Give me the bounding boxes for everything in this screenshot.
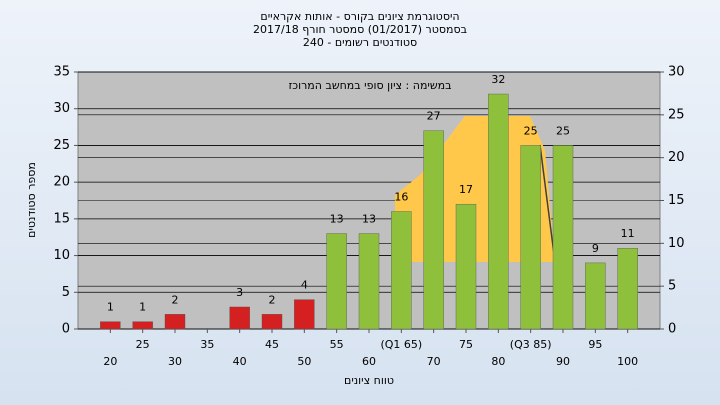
- value-label: 17: [459, 183, 473, 196]
- shape-edge: [539, 144, 556, 263]
- y2-tick-label: 15: [668, 193, 685, 208]
- y2-tick-label: 25: [668, 107, 685, 122]
- value-label: 25: [524, 124, 538, 137]
- value-label: 11: [621, 227, 635, 240]
- bar: [132, 321, 153, 330]
- x-tick-label: (Q1 65): [380, 338, 422, 351]
- x-tick-label: (Q3 85): [510, 338, 552, 351]
- x-tick-label: 20: [103, 355, 117, 368]
- y-tick-label: 20: [53, 175, 70, 190]
- chart-title: היסטוגרמת ציונים בקורס - אותות אקראיים: [260, 10, 459, 23]
- bar: [100, 321, 121, 330]
- x-tick-label: 30: [168, 355, 182, 368]
- x-tick-label: 95: [588, 338, 602, 351]
- value-label: 1: [139, 301, 146, 314]
- value-label: 32: [491, 73, 505, 86]
- bar: [617, 248, 638, 330]
- x-tick-label: 80: [491, 355, 505, 368]
- x-tick-label: 40: [233, 355, 247, 368]
- chart-subtitle: סטודנטים רשומים - 240: [303, 36, 417, 49]
- value-label: 25: [556, 124, 570, 137]
- value-label: 13: [362, 213, 376, 226]
- y-tick-label: 10: [53, 248, 70, 263]
- x-tick-label: 55: [330, 338, 344, 351]
- x-tick-label: 75: [459, 338, 473, 351]
- y-axis-label: מספר סטודנטים: [25, 162, 38, 238]
- value-label: 16: [394, 191, 408, 204]
- x-tick-label: 70: [427, 355, 441, 368]
- y2-tick-label: 0: [668, 322, 676, 337]
- x-tick-label: 25: [136, 338, 150, 351]
- value-label: 2: [269, 293, 276, 306]
- y-tick-label: 5: [62, 285, 70, 300]
- bar: [423, 130, 444, 330]
- y-tick-label: 0: [62, 322, 70, 337]
- value-label: 9: [592, 242, 599, 255]
- x-tick-label: 100: [617, 355, 638, 368]
- x-tick-label: 50: [297, 355, 311, 368]
- value-label: 3: [236, 286, 243, 299]
- bar: [488, 93, 509, 330]
- bar: [326, 233, 347, 330]
- y2-tick-label: 10: [668, 236, 685, 251]
- y-tick-label: 30: [53, 101, 70, 116]
- value-label: 27: [427, 110, 441, 123]
- y-tick-label: 25: [53, 138, 70, 153]
- bar: [520, 145, 541, 330]
- chart-subtitle: בסמסטר (01/2017) סמסטר חורף 2017/18: [253, 23, 467, 36]
- annotation: במשימה : ציון סופי במחשב המרוכז: [288, 79, 451, 92]
- value-label: 13: [330, 213, 344, 226]
- x-tick-label: 60: [362, 355, 376, 368]
- x-tick-label: 35: [200, 338, 214, 351]
- bar: [455, 203, 477, 330]
- value-label: 2: [172, 293, 179, 306]
- bar: [391, 211, 412, 330]
- bar: [358, 233, 380, 330]
- bar: [229, 306, 250, 330]
- x-tick-label: 45: [265, 338, 279, 351]
- bar: [294, 299, 315, 330]
- value-label: 1: [107, 301, 114, 314]
- bar: [261, 314, 283, 330]
- y-tick-label: 15: [53, 211, 70, 226]
- value-label: 4: [301, 279, 308, 292]
- bar: [552, 145, 574, 330]
- y-tick-label: 35: [53, 65, 70, 80]
- y2-tick-label: 30: [668, 65, 685, 80]
- x-tick-label: 90: [556, 355, 570, 368]
- y2-tick-label: 20: [668, 150, 685, 165]
- bar: [164, 314, 186, 330]
- y2-tick-label: 5: [668, 279, 676, 294]
- x-axis-label: טווח ציונים: [344, 374, 394, 387]
- bar: [585, 262, 606, 330]
